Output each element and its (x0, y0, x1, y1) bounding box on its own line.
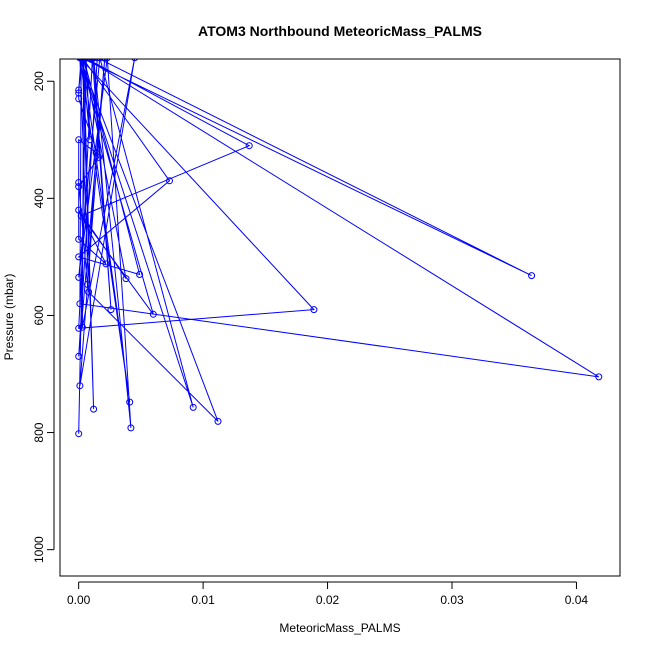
data-point (166, 177, 173, 185)
y-tick-label: 800 (32, 422, 46, 442)
x-axis-label: MeteoricMass_PALMS (279, 621, 400, 635)
data-point (75, 430, 83, 438)
data-point (77, 59, 85, 62)
x-tick-label: 0.02 (316, 593, 340, 607)
plot-area (75, 59, 603, 438)
data-point (75, 89, 83, 97)
data-point (595, 373, 603, 381)
data-point (122, 275, 130, 283)
y-axis-label: Pressure (mbar) (2, 274, 16, 361)
data-point (245, 142, 253, 150)
series-line (77, 59, 600, 434)
plot-frame (59, 58, 621, 577)
data-point (75, 206, 83, 214)
data-point (126, 398, 134, 406)
data-point (104, 59, 111, 62)
data-points (75, 59, 603, 438)
data-point (149, 310, 157, 318)
y-tick-label: 400 (32, 188, 46, 208)
data-point (76, 382, 84, 390)
data-point (78, 323, 86, 331)
y-tick-label: 600 (32, 305, 46, 325)
data-point (189, 403, 197, 411)
y-tick-label: 200 (32, 71, 46, 91)
data-point (76, 300, 84, 308)
data-point (75, 253, 83, 261)
data-point (131, 59, 138, 62)
data-point (107, 306, 115, 314)
data-point (75, 179, 83, 186)
data-point (80, 59, 87, 62)
x-tick-label: 0.04 (565, 593, 589, 607)
x-tick-label: 0.01 (191, 593, 215, 607)
data-point (77, 212, 85, 220)
data-point (75, 136, 83, 144)
data-point (75, 183, 83, 191)
data-point (75, 352, 83, 360)
data-point (95, 153, 103, 161)
data-point (127, 424, 135, 432)
x-tick-label: 0.00 (67, 593, 91, 607)
data-point (75, 273, 83, 281)
data-point (90, 59, 97, 62)
data-point (85, 288, 93, 296)
data-point (96, 59, 104, 62)
data-point (101, 59, 109, 62)
data-point (136, 271, 144, 278)
y-axis: 200 400 600 800 1000 (32, 71, 55, 563)
data-point (75, 324, 83, 332)
data-point (90, 405, 98, 413)
x-tick-label: 0.03 (440, 593, 464, 607)
data-point (75, 86, 83, 94)
chart-title: ATOM3 Northbound MeteoricMass_PALMS (198, 23, 482, 39)
x-axis: 0.00 0.01 0.02 0.03 0.04 (67, 581, 589, 607)
data-point (214, 417, 222, 425)
data-point (310, 306, 318, 314)
data-point (102, 260, 110, 268)
data-point (83, 280, 91, 288)
y-tick-label: 1000 (32, 536, 46, 563)
data-point (86, 136, 94, 144)
data-point (75, 235, 83, 243)
data-point (94, 59, 101, 62)
data-point (528, 272, 536, 280)
